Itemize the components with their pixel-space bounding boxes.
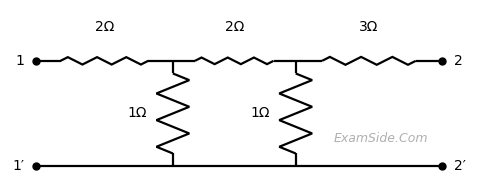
Text: 1: 1	[15, 54, 24, 68]
Text: 2: 2	[454, 54, 463, 68]
Text: 3Ω: 3Ω	[359, 20, 379, 34]
Text: 1′: 1′	[12, 159, 24, 173]
Text: 2Ω: 2Ω	[95, 20, 114, 34]
Text: ExamSide.Com: ExamSide.Com	[334, 132, 428, 145]
Text: 1Ω: 1Ω	[250, 106, 270, 120]
Text: 2′: 2′	[454, 159, 466, 173]
Text: 2Ω: 2Ω	[225, 20, 244, 34]
Text: 1Ω: 1Ω	[127, 106, 147, 120]
